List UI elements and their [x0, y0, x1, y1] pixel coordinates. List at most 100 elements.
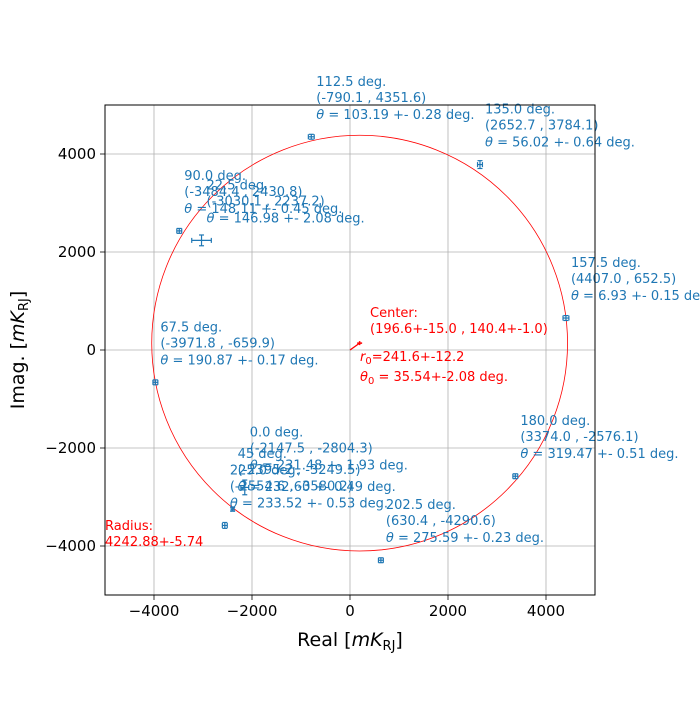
theta-symbol: θ: [184, 202, 192, 217]
center-value: (196.6+-15.0 , 140.4+-1.0): [370, 322, 548, 337]
data-point: [230, 506, 236, 512]
point-coord-label: (-2554.6 , -3580.2): [230, 479, 353, 494]
grid-lines: [105, 105, 595, 595]
data-points: [152, 133, 570, 564]
theta-value: = 233.52 +- 0.53 deg.: [238, 496, 388, 511]
radius-value: 4242.88+-5.74: [105, 535, 203, 550]
theta-value: = 190.87 +- 0.17 deg.: [168, 353, 318, 368]
y-label-prefix: Imag. [: [7, 342, 29, 409]
x-tick-label: 4000: [527, 602, 565, 620]
data-point: [176, 227, 183, 234]
y-tick-label: 0: [86, 341, 96, 359]
center-vector: [349, 342, 361, 351]
axis-ticks: −4000 −2000 0 2000 4000 −4000 −2000 0 2000 4000: [45, 145, 565, 620]
y-tick-label: 2000: [58, 243, 96, 261]
point-coord-label: (2652.7 , 3784.1): [485, 119, 599, 134]
r0-label: r0=241.6+-12.2: [360, 350, 464, 367]
point-angle-label: 157.5 deg.: [571, 256, 641, 271]
data-point: [240, 479, 250, 496]
x-label-unit-sub: RJ: [383, 639, 396, 654]
r0-value: =241.6+-12.2: [372, 350, 465, 365]
point-coord-label: (-3971.8 , -659.9): [160, 336, 275, 351]
theta0-label: θ0 = 35.54+-2.08 deg.: [360, 370, 508, 387]
point-angle-label: 180.0 deg.: [520, 414, 590, 429]
theta-symbol: θ: [238, 480, 246, 495]
data-point: [377, 557, 384, 564]
y-label-unit-sub: RJ: [17, 298, 32, 311]
data-point: [562, 314, 570, 322]
y-tick-label: −2000: [45, 439, 96, 457]
y-tick-label: 4000: [58, 145, 96, 163]
point-theta-label: θ = 103.19 +- 0.28 deg.: [316, 108, 474, 123]
point-theta-label: θ = 231.48 +- 1.93 deg.: [250, 458, 408, 473]
point-angle-label: 0.0 deg.: [250, 425, 303, 440]
x-label-prefix: Real [: [297, 629, 351, 651]
point-label: 0.0 deg.(-2147.5 , -2804.3) θ = 231.48 +-…: [250, 425, 408, 473]
theta-value: = 56.02 +- 0.64 deg.: [493, 136, 635, 151]
fit-circle: [151, 134, 568, 552]
theta-symbol: θ: [571, 289, 579, 304]
point-theta-label: θ = 56.02 +- 0.64 deg.: [485, 136, 635, 151]
fit-layer: [151, 134, 568, 552]
radius-label: Radius:: [105, 519, 153, 534]
theta0-symbol: θ: [360, 370, 368, 385]
point-angle-label: 225.0 deg.: [230, 463, 300, 478]
point-label: 90.0 deg.(-3484.4 , 2430.8) θ = 148.11 +-…: [184, 169, 342, 217]
point-label: 225.0 deg.(-2554.6 , -3580.2)θ = 233.52 …: [230, 463, 388, 511]
theta-value: = 231.48 +- 1.93 deg.: [258, 458, 408, 473]
theta-value: = 6.93 +- 0.15 deg.: [579, 289, 700, 304]
point-theta-label: θ = 148.11 +- 0.45 deg.: [184, 202, 342, 217]
point-angle-label: 135.0 deg.: [485, 103, 555, 118]
point-label: 45 deg.(-2395.2 , -3249.5)θ = 232.60 +- …: [238, 447, 396, 495]
point-coord-label: (-3030.1 , 2237.2): [207, 194, 325, 209]
point-coord-label: (4407.0 , 652.5): [571, 272, 676, 287]
theta-symbol: θ: [386, 531, 394, 546]
data-point: [307, 133, 315, 140]
point-coord-label: (-2395.2 , -3249.5): [238, 463, 361, 478]
data-point: [191, 234, 212, 247]
x-axis-label: Real [mKRJ]: [297, 629, 403, 654]
x-tick-label: 0: [345, 602, 355, 620]
point-theta-label: θ = 233.52 +- 0.53 deg.: [230, 496, 388, 511]
point-label: 157.5 deg.(4407.0 , 652.5) θ = 6.93 +- 0.…: [571, 256, 700, 304]
theta-value: = 319.47 +- 0.51 deg.: [528, 447, 678, 462]
theta-symbol: θ: [207, 211, 215, 226]
point-label: 112.5 deg.(-790.1 , 4351.6) θ = 103.19 +-…: [316, 75, 474, 123]
theta0-subscript: 0: [368, 376, 374, 387]
point-label: 22.5 deg.(-3030.1 , 2237.2) θ = 146.98 +-…: [207, 178, 365, 226]
point-coord-label: (3374.0 , -2576.1): [520, 430, 638, 445]
point-angle-label: 202.5 deg.: [386, 498, 456, 513]
center-label: Center:: [370, 306, 418, 321]
theta-symbol: θ: [160, 353, 168, 368]
point-angle-label: 45 deg.: [238, 447, 287, 462]
point-angle-label: 90.0 deg.: [184, 169, 246, 184]
point-coord-label: (630.4 , -4290.6): [386, 514, 496, 529]
point-label: 67.5 deg.(-3971.8 , -659.9) θ = 190.87 +-…: [160, 320, 318, 368]
x-tick-label: 2000: [429, 602, 467, 620]
r0-symbol: r: [360, 350, 367, 365]
data-point: [152, 379, 159, 386]
x-label-unit: mK: [352, 629, 385, 651]
point-theta-label: θ = 319.47 +- 0.51 deg.: [520, 447, 678, 462]
theta-symbol: θ: [230, 496, 238, 511]
y-label-unit: mK: [7, 309, 29, 342]
point-theta-label: θ = 6.93 +- 0.15 deg.: [571, 289, 700, 304]
theta0-value: = 35.54+-2.08 deg.: [374, 370, 508, 385]
point-coord-label: (-790.1 , 4351.6): [316, 91, 426, 106]
point-label: 135.0 deg.(2652.7 , 3784.1) θ = 56.02 +- …: [485, 103, 635, 151]
theta-symbol: θ: [250, 458, 258, 473]
theta-value: = 146.98 +- 2.08 deg.: [214, 211, 364, 226]
data-point: [512, 473, 519, 480]
x-tick-label: −4000: [129, 602, 180, 620]
y-axis-label: Imag. [mKRJ]: [7, 291, 32, 410]
point-angle-label: 67.5 deg.: [160, 320, 222, 335]
y-tick-label: −4000: [45, 537, 96, 555]
theta-value: = 103.19 +- 0.28 deg.: [324, 108, 474, 123]
theta-value: = 275.59 +- 0.23 deg.: [394, 531, 544, 546]
r0-subscript: 0: [365, 356, 371, 367]
point-label: 180.0 deg.(3374.0 , -2576.1) θ = 319.47 +…: [520, 414, 678, 462]
data-point: [476, 160, 484, 170]
point-coord-label: (-2147.5 , -2804.3): [250, 441, 373, 456]
theta-value: = 232.60 +- 0.49 deg.: [246, 480, 396, 495]
